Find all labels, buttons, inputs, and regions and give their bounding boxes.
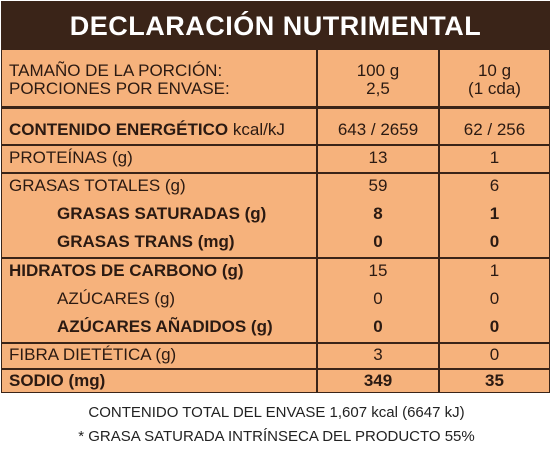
fiber-label: FIBRA DIETÉTICA (g): [9, 345, 177, 364]
protein-label: PROTEÍNAS (g): [9, 148, 133, 167]
carbohydrates-col2: 1: [489, 261, 500, 280]
saturated-fat-note: * GRASA SATURADA INTRÍNSECA DEL PRODUCTO…: [78, 428, 475, 445]
total-content-note: CONTENIDO TOTAL DEL ENVASE 1,607 kcal (6…: [88, 404, 465, 421]
sodium-col1: 349: [363, 371, 393, 390]
saturated-fat-label: GRASAS SATURADAS (g): [57, 204, 267, 223]
protein-col2: 1: [489, 148, 500, 167]
sugars-col2: 0: [489, 289, 500, 308]
row-divider: [2, 257, 549, 259]
carbohydrates-col1: 15: [368, 261, 388, 280]
added-sugars-label: AZÚCARES AÑADIDOS (g): [57, 317, 273, 336]
row-divider: [2, 342, 549, 344]
row-divider: [2, 172, 549, 174]
trans-fat-col1: 0: [373, 232, 383, 251]
column-divider: [316, 50, 318, 392]
energy-col1: 643 / 2659: [337, 120, 419, 139]
servings-per-container-label: PORCIONES POR ENVASE:: [9, 79, 230, 98]
total-fat-col2: 6: [489, 176, 500, 195]
saturated-fat-col2: 1: [489, 204, 500, 223]
energy-col2: 62 / 256: [463, 120, 526, 139]
servings-col2: (1 cda): [468, 79, 521, 98]
total-fat-col1: 59: [368, 176, 388, 195]
serving-size-label: TAMAÑO DE LA PORCIÓN:: [9, 61, 223, 80]
panel-title: DECLARACIÓN NUTRIMENTAL: [2, 2, 549, 50]
added-sugars-col2: 0: [489, 317, 500, 336]
saturated-fat-col1: 8: [373, 204, 383, 223]
servings-col1: 2,5: [366, 79, 390, 98]
energy-unit: kcal/kJ: [232, 120, 285, 139]
total-fat-label: GRASAS TOTALES (g): [9, 176, 186, 195]
protein-col1: 13: [368, 148, 388, 167]
trans-fat-col2: 0: [489, 232, 500, 251]
serving-size-col1: 100 g: [356, 61, 400, 80]
carbohydrates-label: HIDRATOS DE CARBONO (g): [9, 261, 244, 280]
fiber-col2: 0: [489, 345, 500, 364]
sugars-col1: 0: [373, 289, 383, 308]
added-sugars-col1: 0: [373, 317, 383, 336]
column-divider: [438, 50, 440, 392]
energy-label-cell: CONTENIDO ENERGÉTICO kcal/kJ: [9, 120, 285, 140]
nutrition-facts-panel: DECLARACIÓN NUTRIMENTAL TAMAÑO DE LA POR…: [1, 1, 550, 393]
sugars-label: AZÚCARES (g): [57, 289, 176, 308]
row-divider: [2, 368, 549, 370]
energy-label: CONTENIDO ENERGÉTICO: [9, 120, 229, 139]
trans-fat-label: GRASAS TRANS (mg): [57, 232, 235, 251]
fiber-col1: 3: [373, 345, 383, 364]
row-divider: [2, 106, 549, 109]
row-divider: [2, 144, 549, 146]
serving-size-col2: 10 g: [477, 61, 512, 80]
sodium-col2: 35: [485, 371, 504, 390]
sodium-label: SODIO (mg): [9, 371, 106, 390]
